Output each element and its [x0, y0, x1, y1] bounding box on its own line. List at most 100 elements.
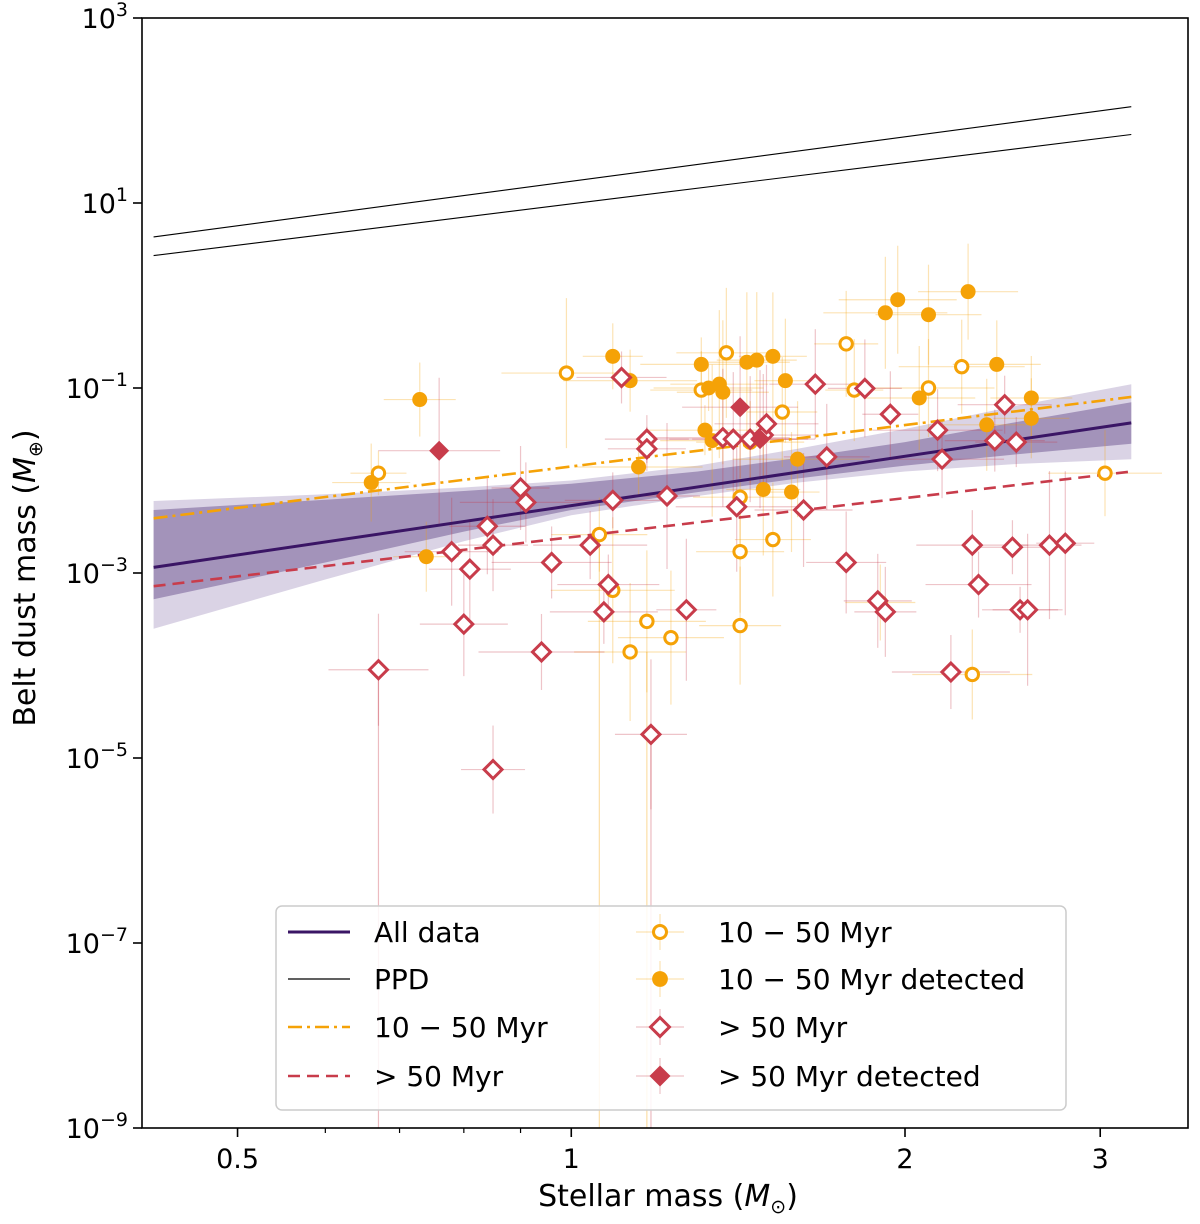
y-tick-exponent: 1	[116, 184, 128, 206]
point-diamond-open	[1038, 534, 1061, 557]
point-diamond-open	[635, 437, 658, 460]
point-circle-open	[718, 345, 735, 361]
point-diamond-open	[1054, 532, 1077, 555]
legend-label: > 50 Myr detected	[718, 1060, 981, 1093]
point-circle-filled	[765, 348, 781, 364]
point-diamond-open	[1001, 536, 1024, 559]
point-diamond-open	[639, 723, 663, 746]
y-tick-base: 10	[66, 744, 100, 775]
y-tick-label: 10−9	[66, 1109, 128, 1145]
y-tick-label: 10−5	[66, 739, 128, 775]
confidence-band-inner	[153, 402, 1132, 600]
legend-label: 10 − 50 Myr	[374, 1011, 548, 1044]
point-diamond-open	[675, 598, 698, 621]
legend-label: > 50 Myr	[718, 1011, 848, 1044]
point-diamond-open	[792, 498, 815, 522]
x-axis-label-open: (	[723, 1179, 744, 1214]
point-circle-filled	[697, 422, 713, 438]
point-diamond-open	[1016, 598, 1039, 621]
y-tick-base: 10	[82, 189, 116, 220]
x-axis-label: Stellar mass (M⊙)	[538, 1179, 798, 1218]
point-diamond-open	[879, 403, 902, 426]
y-tick-exponent: −9	[100, 1109, 128, 1131]
y-tick-base: 10	[66, 1114, 100, 1145]
point-diamond-open	[967, 573, 990, 596]
confidence-bands	[153, 384, 1132, 629]
legend-marker-circle-open	[651, 923, 669, 941]
point-diamond-open	[452, 613, 475, 636]
line-ppd	[153, 106, 1132, 238]
point-diamond-open	[939, 660, 963, 684]
point-circle-open	[370, 465, 387, 481]
legend-box	[275, 905, 1067, 1111]
legend-label: 10 − 50 Myr	[718, 916, 892, 949]
point-circle-open	[774, 404, 790, 420]
point-diamond-open	[722, 428, 745, 451]
x-tick-label: 3	[1092, 1144, 1109, 1175]
y-tick-exponent: −1	[100, 369, 128, 391]
point-circle-filled	[363, 475, 379, 491]
legend-marker-diamond-filled	[649, 1065, 671, 1087]
x-axis-unit: M	[744, 1179, 770, 1214]
y-tick-base: 10	[66, 929, 100, 960]
y-tick-label: 10−7	[66, 924, 128, 960]
point-diamond-open	[993, 393, 1016, 416]
point-diamond-open	[874, 600, 897, 623]
point-circle-filled	[877, 305, 893, 321]
legend-marker-circle-filled	[652, 971, 668, 987]
point-diamond-open	[961, 534, 984, 557]
point-circle-open	[622, 644, 638, 660]
point-circle-filled	[1023, 390, 1039, 406]
point-circle-open	[732, 543, 748, 560]
x-axis-unit-sub: ⊙	[770, 1196, 786, 1218]
y-tick-exponent: 3	[116, 0, 128, 21]
x-tick-label: 0.5	[216, 1144, 259, 1175]
y-tick-base: 10	[66, 374, 100, 405]
point-circle-open	[591, 526, 608, 543]
point-diamond-open	[601, 489, 624, 512]
point-circle-filled	[693, 356, 709, 372]
y-tick-label: 103	[82, 0, 128, 35]
y-tick-label: 101	[82, 184, 128, 220]
point-circle-filled	[418, 549, 434, 565]
point-circle-open	[639, 613, 655, 630]
point-diamond-open	[725, 495, 748, 518]
point-circle-filled	[911, 390, 927, 406]
y-tick-base: 10	[66, 559, 100, 590]
x-tick-label: 2	[896, 1144, 913, 1175]
point-diamond-open	[926, 419, 949, 442]
line-50-myr	[153, 470, 1132, 588]
point-circle-filled	[412, 392, 428, 408]
point-circle-filled	[989, 356, 1005, 372]
line-all-data	[153, 421, 1132, 569]
y-axis-label: Belt dust mass (M⊕)	[8, 429, 47, 726]
point-circle-open	[663, 629, 679, 646]
point-circle-filled	[631, 459, 647, 475]
point-diamond-open	[530, 640, 553, 664]
point-diamond-open	[367, 658, 390, 681]
point-circle-filled	[960, 284, 976, 300]
line-10-50-myr	[153, 395, 1132, 520]
point-circle-filled	[784, 484, 800, 500]
point-diamond-open	[592, 600, 615, 623]
point-diamond-open	[597, 573, 620, 596]
point-diamond-open	[853, 377, 876, 400]
x-axis-label-close: )	[786, 1179, 798, 1214]
point-circle-filled	[920, 307, 936, 323]
point-circle-open	[1097, 465, 1113, 481]
legend-label: > 50 Myr	[374, 1060, 504, 1093]
point-circle-filled	[749, 352, 765, 368]
y-axis-label-close: )	[8, 429, 43, 441]
point-diamond-open	[610, 366, 633, 389]
legend-label: 10 − 50 Myr detected	[718, 963, 1025, 996]
point-circle-open	[964, 666, 980, 683]
point-diamond-open	[755, 412, 778, 435]
legend-label: PPD	[374, 963, 429, 996]
point-circle-filled	[890, 292, 906, 308]
fit-lines	[153, 106, 1132, 588]
y-tick-exponent: −5	[100, 739, 128, 761]
y-axis-unit-sub: ⊕	[25, 441, 47, 457]
x-axis-label-text: Stellar mass	[538, 1179, 723, 1214]
point-diamond-filled	[730, 397, 751, 418]
